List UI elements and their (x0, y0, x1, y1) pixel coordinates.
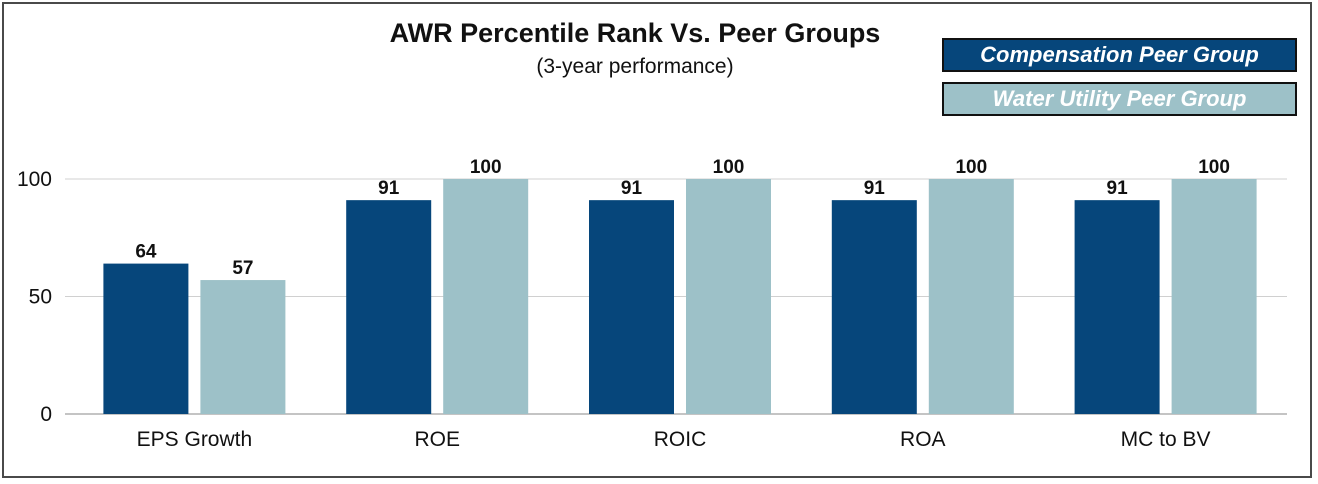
x-tick-label: MC to BV (1121, 428, 1211, 451)
bar (346, 200, 432, 414)
legend-water-utility-peer-group: Water Utility Peer Group (942, 82, 1297, 116)
bar (589, 200, 674, 414)
chart-title: AWR Percentile Rank Vs. Peer Groups (389, 18, 881, 48)
y-tick-label: 0 (40, 403, 52, 426)
x-tick-label: ROE (414, 428, 460, 451)
bar (1074, 200, 1160, 414)
bar (686, 179, 771, 414)
data-label: 91 (621, 178, 643, 199)
data-label: 57 (232, 258, 253, 279)
data-label: 100 (713, 157, 745, 178)
data-label: 91 (1107, 178, 1129, 199)
bar (103, 263, 189, 414)
x-tick-label: ROA (900, 428, 946, 451)
data-label: 100 (470, 157, 502, 178)
data-label: 91 (378, 178, 400, 199)
y-tick-label: 50 (29, 286, 52, 309)
bar (831, 200, 917, 414)
legend-compensation-peer-group: Compensation Peer Group (942, 38, 1297, 72)
y-tick-label: 100 (17, 168, 52, 191)
bar (1171, 179, 1257, 414)
data-label: 100 (955, 157, 987, 178)
chart-subtitle: (3-year performance) (536, 55, 734, 78)
x-tick-label: ROIC (654, 428, 707, 451)
x-tick-label: EPS Growth (137, 428, 253, 451)
bar (443, 179, 529, 414)
data-label: 100 (1198, 157, 1230, 178)
bar (200, 280, 286, 414)
bar (928, 179, 1014, 414)
data-label: 91 (864, 178, 886, 199)
data-label: 64 (135, 242, 157, 263)
